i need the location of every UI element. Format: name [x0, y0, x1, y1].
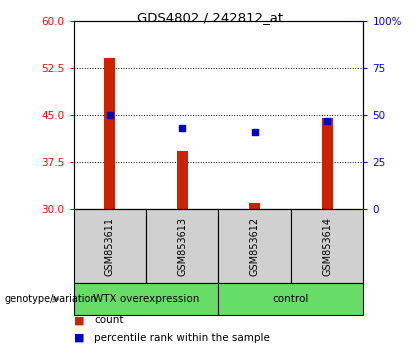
Point: [251, 129, 258, 135]
Bar: [249, 203, 260, 209]
Text: ■: ■: [74, 333, 84, 343]
Bar: [291, 209, 363, 283]
Point: [106, 112, 113, 118]
Bar: [104, 57, 115, 209]
Bar: [74, 283, 218, 315]
Bar: [322, 118, 333, 209]
Text: GSM853612: GSM853612: [249, 216, 260, 276]
Point: [179, 125, 186, 131]
Text: ■: ■: [74, 315, 84, 325]
Text: WTX overexpression: WTX overexpression: [93, 294, 199, 304]
Bar: [146, 209, 218, 283]
Text: percentile rank within the sample: percentile rank within the sample: [94, 333, 270, 343]
Point: [324, 118, 331, 124]
Text: GDS4802 / 242812_at: GDS4802 / 242812_at: [137, 11, 283, 24]
Bar: [218, 283, 363, 315]
Text: count: count: [94, 315, 124, 325]
Text: GSM853611: GSM853611: [105, 217, 115, 275]
Text: genotype/variation: genotype/variation: [4, 294, 97, 304]
Text: GSM853614: GSM853614: [322, 217, 332, 275]
Text: GSM853613: GSM853613: [177, 217, 187, 275]
Bar: [177, 151, 188, 209]
Bar: [74, 209, 146, 283]
Bar: [218, 209, 291, 283]
Text: control: control: [273, 294, 309, 304]
